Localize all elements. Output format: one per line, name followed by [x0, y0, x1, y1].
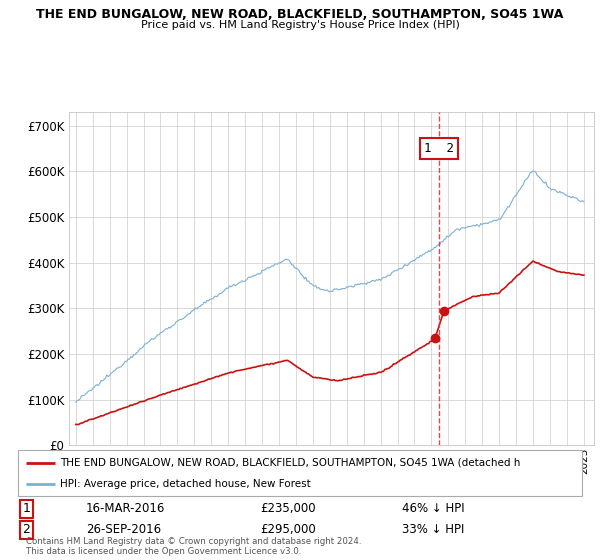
Text: Price paid vs. HM Land Registry's House Price Index (HPI): Price paid vs. HM Land Registry's House …: [140, 20, 460, 30]
Text: HPI: Average price, detached house, New Forest: HPI: Average price, detached house, New …: [60, 479, 311, 489]
Text: £295,000: £295,000: [260, 524, 316, 536]
Text: 1  2: 1 2: [424, 142, 454, 155]
Text: 46% ↓ HPI: 46% ↓ HPI: [401, 502, 464, 515]
Text: 16-MAR-2016: 16-MAR-2016: [86, 502, 165, 515]
Text: 1: 1: [23, 502, 31, 515]
Text: THE END BUNGALOW, NEW ROAD, BLACKFIELD, SOUTHAMPTON, SO45 1WA (detached h: THE END BUNGALOW, NEW ROAD, BLACKFIELD, …: [60, 458, 521, 468]
Text: 33% ↓ HPI: 33% ↓ HPI: [401, 524, 464, 536]
Text: 26-SEP-2016: 26-SEP-2016: [86, 524, 161, 536]
FancyBboxPatch shape: [18, 450, 582, 496]
Text: 2: 2: [23, 524, 31, 536]
Text: THE END BUNGALOW, NEW ROAD, BLACKFIELD, SOUTHAMPTON, SO45 1WA: THE END BUNGALOW, NEW ROAD, BLACKFIELD, …: [37, 8, 563, 21]
Text: £235,000: £235,000: [260, 502, 316, 515]
Text: Contains HM Land Registry data © Crown copyright and database right 2024.
This d: Contains HM Land Registry data © Crown c…: [26, 536, 362, 556]
